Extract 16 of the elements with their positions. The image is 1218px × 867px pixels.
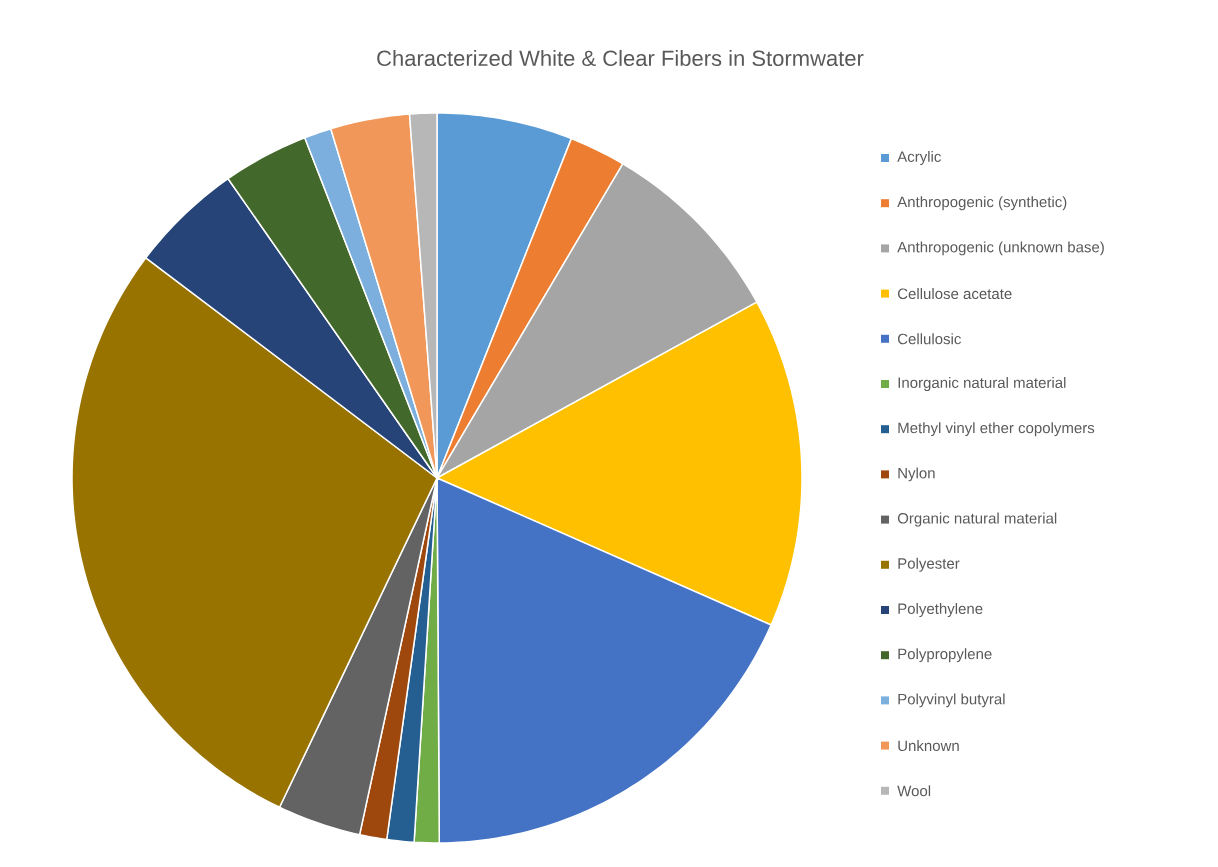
legend-label: Acrylic [897, 150, 941, 165]
legend-label: Anthropogenic (synthetic) [897, 196, 1067, 211]
legend-label: Cellulose acetate [897, 288, 1012, 300]
legend-label: Polyvinyl butyral [898, 693, 1005, 708]
legend-label: Cellulosic [897, 333, 961, 345]
legend-label: Polyester [898, 557, 960, 572]
legend-label: Wool [897, 785, 931, 797]
legend-label: Anthropogenic (unknown base) [897, 241, 1104, 256]
legend-label: Polypropylene [898, 648, 992, 663]
legend-label: Inorganic natural material [898, 376, 1066, 391]
legend-label: Methyl vinyl ether copolymers [898, 422, 1095, 437]
legend-label: Unknown [898, 740, 959, 752]
legend-label: Nylon [898, 467, 935, 482]
legend-label: Polyethylene [898, 602, 983, 617]
chart-title: Characterized White & Clear Fibers in Stormwater [377, 49, 864, 67]
legend-label: Organic natural material [897, 512, 1057, 527]
